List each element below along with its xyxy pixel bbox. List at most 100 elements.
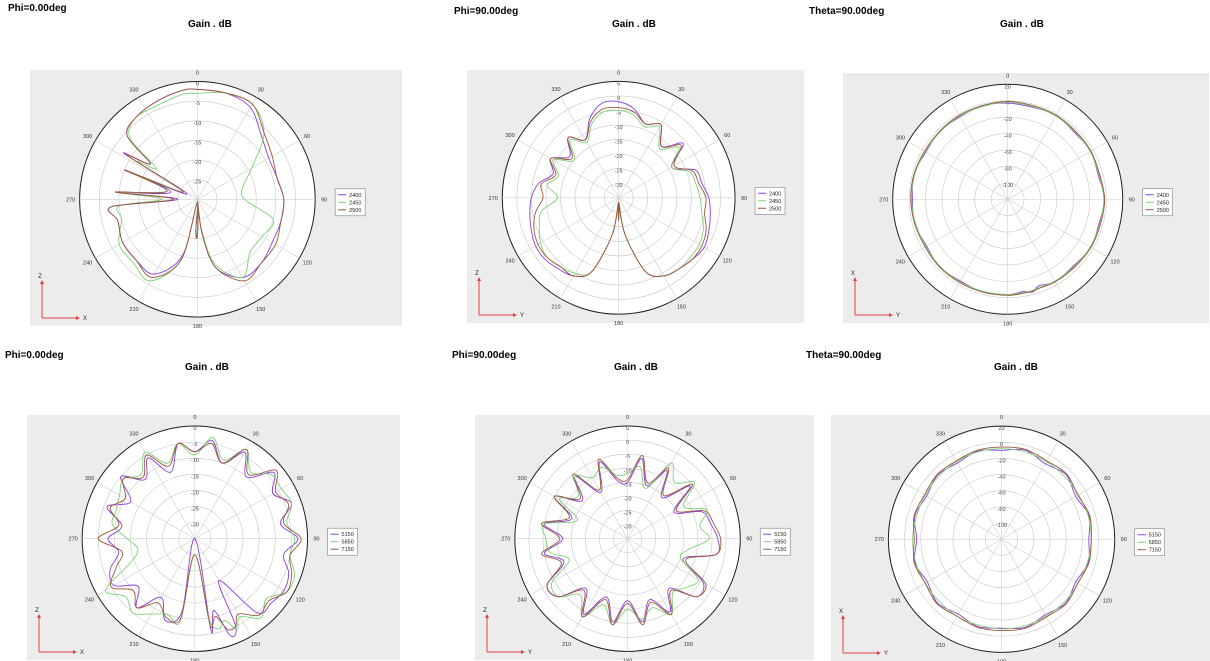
angle-tick-label: 120 (1110, 259, 1119, 265)
angular-grid-spoke (138, 199, 198, 302)
axis-arrow (76, 316, 80, 320)
angular-grid-spoke (618, 197, 678, 299)
polar-chart-svg: 50-5-10-15-20-25-30030609012015018021024… (483, 415, 791, 661)
legend-entry: 2400 (349, 193, 361, 199)
angular-grid-spoke (97, 538, 196, 596)
angular-grid-spoke (138, 440, 196, 539)
angle-tick-label: 60 (730, 476, 736, 482)
angle-tick-label: 210 (551, 304, 560, 310)
axis-arrow (521, 650, 525, 654)
angle-tick-label: 240 (505, 258, 514, 264)
angle-tick-label: 0 (196, 71, 199, 77)
axis-label-horizontal: X (80, 650, 84, 656)
angle-tick-label: 180 (614, 321, 623, 327)
panel-subtitle: Gain . dB (614, 362, 658, 373)
angle-tick-label: 30 (678, 87, 684, 93)
angle-tick-label: 60 (1112, 135, 1118, 141)
angle-tick-label: 120 (1103, 598, 1112, 604)
angle-tick-label: 270 (69, 537, 78, 543)
angle-tick-label: 210 (129, 642, 138, 648)
angular-grid-spoke (944, 441, 1002, 540)
legend-entry: 2400 (769, 191, 781, 197)
angle-tick-label: 30 (258, 88, 264, 94)
angular-grid-spoke (1001, 482, 1100, 540)
legend-entry: 5150 (342, 532, 354, 538)
polar-chart-svg: 0-5-10-15-20-250306090120150180210240270… (38, 71, 366, 330)
angle-tick-label: 150 (1058, 643, 1067, 649)
angle-tick-label: 330 (941, 90, 950, 96)
legend-entry: 7150 (1149, 548, 1161, 554)
angle-tick-label: 240 (518, 598, 527, 604)
angle-tick-label: 30 (1060, 431, 1066, 437)
axis-label-horizontal: X (83, 316, 87, 322)
angle-tick-label: 0 (1006, 73, 1009, 79)
panel-subtitle: Gain . dB (188, 19, 232, 30)
angular-grid-spoke (903, 538, 1002, 597)
series-line-5150 (913, 448, 1091, 630)
angular-grid-spoke (944, 539, 1002, 638)
angle-tick-label: 60 (304, 134, 310, 140)
plot-area: 200-20-40-60-80-100030609012015018021024… (831, 415, 1210, 661)
axis-label-vertical: X (839, 609, 843, 615)
axis-arrow (513, 313, 517, 317)
angle-tick-label: 150 (677, 304, 686, 310)
angle-tick-label: 270 (66, 197, 75, 203)
angle-tick-label: 0 (1000, 415, 1003, 421)
angular-grid-spoke (194, 440, 252, 539)
angular-grid-spoke (903, 482, 1002, 540)
angle-tick-label: 150 (684, 642, 693, 648)
legend-entry: 2500 (349, 208, 361, 214)
axis-arrow (877, 651, 881, 655)
angle-tick-label: 210 (936, 643, 945, 649)
angular-grid-spoke (517, 197, 619, 257)
angle-tick-label: 330 (551, 87, 560, 93)
legend-entry: 5850 (342, 540, 354, 546)
axis-label-horizontal: Y (528, 650, 532, 656)
polar-chart-svg: 200-20-40-60-80-100030609012015018021024… (839, 415, 1166, 661)
angular-grid-spoke (138, 538, 196, 637)
angle-tick-label: 270 (501, 537, 510, 543)
axis-label-vertical: Z (38, 274, 42, 280)
axis-arrow (40, 280, 44, 284)
angle-tick-label: 240 (896, 259, 905, 265)
axis-label-vertical: Z (483, 608, 487, 614)
axis-label-vertical: Z (35, 608, 39, 614)
angle-tick-label: 300 (896, 135, 905, 141)
angular-grid-spoke (529, 538, 628, 596)
angular-grid-spoke (138, 97, 198, 200)
series-line-5850 (541, 462, 710, 626)
legend-entry: 2400 (1157, 193, 1169, 199)
panel-title: Phi=90.00deg (452, 350, 517, 361)
angular-grid-spoke (95, 199, 198, 259)
angle-tick-label: 240 (891, 598, 900, 604)
axis-arrow (485, 614, 489, 618)
axis-label-vertical: X (851, 271, 855, 277)
angle-tick-label: 240 (83, 261, 92, 267)
series-line-7150 (541, 455, 722, 626)
axis-arrow (841, 615, 845, 619)
series-line-7150 (912, 446, 1092, 632)
axis-arrow (477, 277, 481, 281)
axis-arrow (889, 313, 893, 317)
angular-grid-spoke (97, 482, 196, 539)
angle-tick-label: 120 (723, 258, 732, 264)
angular-grid-spoke (618, 139, 720, 199)
plot-area: 0-5-10-15-20-25-300306090120150180210240… (27, 415, 400, 661)
angle-tick-label: 90 (1129, 197, 1135, 203)
panel-title: Theta=90.00deg (809, 6, 885, 17)
angle-tick-label: 330 (129, 431, 138, 437)
angular-grid-spoke (618, 96, 678, 198)
angle-tick-label: 240 (85, 598, 94, 604)
angle-tick-label: 330 (936, 431, 945, 437)
angular-grid-spoke (194, 538, 293, 596)
angle-tick-label: 30 (685, 431, 691, 437)
angle-tick-label: 90 (313, 537, 319, 543)
legend-entry: 7150 (774, 547, 786, 553)
polar-chart-svg: 200-20-40-60-80-100030609012015018021024… (851, 73, 1174, 327)
axis-arrow (853, 277, 857, 281)
legend-entry: 2500 (769, 206, 781, 212)
angle-tick-label: 60 (297, 476, 303, 482)
angle-tick-label: 90 (321, 197, 327, 203)
angular-grid-spoke (197, 199, 257, 302)
panel-title: Phi=0.00deg (5, 350, 64, 361)
